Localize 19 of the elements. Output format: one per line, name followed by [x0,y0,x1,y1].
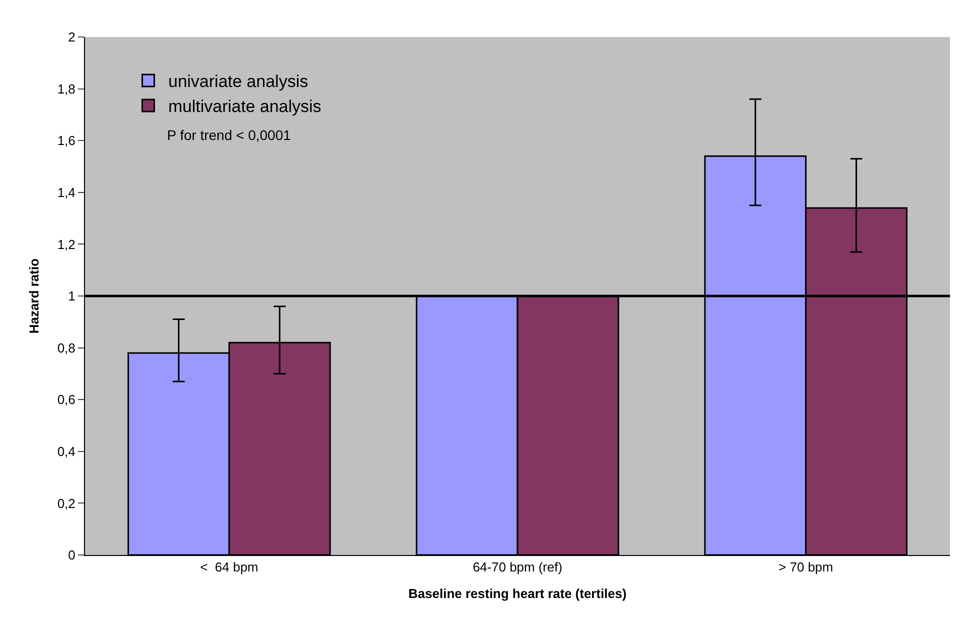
y-tick-label: 1,8 [57,81,76,96]
y-tick-label: 1,2 [57,236,76,252]
legend-label: multivariate analysis [168,97,322,116]
x-tick-label: 64-70 bpm (ref) [472,560,562,575]
x-axis-title: Baseline resting heart rate (tertiles) [408,586,627,602]
legend-label: univariate analysis [168,72,308,92]
y-tick-label: 2 [68,30,76,45]
y-tick-label: 0,6 [57,392,76,408]
x-tick-label: > 70 bpm [778,560,834,575]
x-tick-label: < 64 bpm [200,560,258,575]
y-tick-label: 0,4 [57,444,76,459]
y-tick-label: 1,6 [57,133,76,148]
y-axis-title: Hazard ratio [26,258,42,334]
y-tick-label: 1 [68,288,76,304]
y-tick-label: 0,2 [57,496,76,511]
annotation: P for trend < 0,0001 [167,127,292,143]
y-tick-label: 0 [68,548,76,563]
y-tick-label: 0,8 [57,340,76,356]
y-tick-label: 1,4 [57,184,76,200]
